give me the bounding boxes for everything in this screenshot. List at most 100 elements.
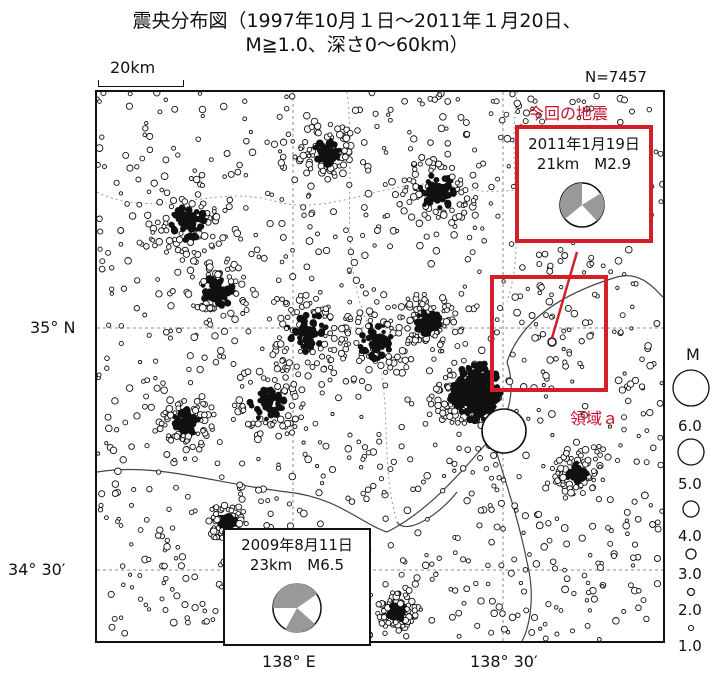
epicenter-dot — [431, 356, 437, 362]
epicenter-dot — [640, 597, 647, 604]
epicenter-dot — [268, 386, 274, 392]
epicenter-dot — [521, 588, 528, 595]
epicenter-dot — [657, 461, 663, 469]
epicenter-dot — [220, 327, 229, 336]
epicenter-dot — [425, 215, 432, 222]
leader-line — [550, 251, 579, 339]
epicenter-dot — [241, 274, 247, 280]
epicenter-dot — [207, 317, 212, 323]
epicenter-dot — [150, 237, 156, 243]
epicenter-dot — [622, 371, 627, 376]
epicenter-dot — [129, 585, 135, 590]
epicenter-dot — [255, 415, 261, 421]
epicenter-dot — [340, 161, 348, 169]
epicenter-dot — [395, 228, 400, 233]
epicenter-dot — [434, 317, 440, 323]
epicenter-dot — [477, 507, 485, 514]
epicenter-dot — [513, 308, 521, 317]
epicenter-dot — [238, 280, 246, 288]
epicenter-dot — [248, 250, 255, 258]
epicenter-dot — [631, 498, 638, 505]
epicenter-dot — [284, 314, 291, 321]
epicenter-dot — [437, 124, 446, 133]
epicenter-dot — [396, 600, 405, 608]
epicenter-dot — [335, 394, 342, 402]
epicenter-dot — [159, 187, 165, 193]
epicenter-dot — [488, 538, 495, 546]
event-count: N=7457 — [585, 68, 647, 86]
epicenter-dot — [371, 311, 378, 319]
epicenter-dot — [542, 372, 550, 380]
epicenter-dot — [297, 349, 303, 354]
epicenter-dot — [170, 225, 177, 232]
epicenter-dot — [513, 99, 521, 107]
epicenter-dot — [161, 223, 167, 229]
epicenter-dot — [458, 290, 465, 297]
epicenter-dot — [451, 407, 459, 415]
epicenter-dot — [97, 162, 101, 168]
epicenter-dot — [495, 176, 501, 182]
epicenter-dot — [317, 345, 324, 352]
epicenter-dot — [356, 357, 363, 365]
epicenter-dot — [209, 527, 218, 535]
epicenter-dot — [154, 219, 161, 226]
epicenter-dot — [322, 155, 330, 163]
epicenter-dot — [202, 608, 208, 614]
epicenter-dot — [426, 396, 433, 403]
epicenter-dot — [326, 313, 334, 320]
epicenter-dot — [547, 262, 554, 269]
epicenter-dot — [188, 176, 194, 181]
epicenter-dot — [429, 576, 435, 582]
epicenter-dot — [488, 629, 495, 636]
epicenter-dot — [458, 177, 464, 183]
epicenter-dot — [411, 607, 418, 614]
epicenter-dot — [358, 348, 365, 354]
epicenter-dot — [383, 150, 389, 155]
epicenter-dot — [374, 123, 380, 130]
epicenter-dot — [118, 241, 124, 247]
epicenter-dot — [511, 502, 519, 510]
epicenter-dot — [361, 251, 369, 259]
epicenter-dot — [225, 203, 233, 211]
epicenter-dot — [359, 414, 364, 419]
epicenter-dot — [618, 386, 627, 394]
epicenter-dot — [445, 384, 452, 391]
epicenter-dot — [323, 324, 329, 330]
epicenter-dot — [146, 146, 154, 154]
epicenter-dot — [395, 323, 403, 332]
epicenter-dot — [243, 205, 249, 211]
epicenter-dot — [416, 305, 422, 312]
epicenter-dot — [178, 553, 187, 561]
epicenter-dot — [364, 383, 372, 392]
epicenter-dot — [125, 102, 133, 110]
epicenter-dot — [382, 630, 388, 636]
epicenter-dot — [105, 424, 113, 433]
epicenter-dot — [365, 334, 373, 342]
epicenter-dot — [176, 327, 182, 334]
epicenter-dot — [169, 196, 178, 205]
epicenter-dot — [437, 92, 443, 98]
epicenter-dot — [461, 600, 467, 606]
epicenter-dot — [308, 123, 315, 131]
epicenter-dot — [236, 374, 244, 381]
epicenter-dot — [217, 353, 223, 359]
epicenter-dot — [126, 164, 134, 172]
epicenter-dot — [462, 202, 468, 208]
epicenter-dot — [317, 440, 323, 445]
epicenter-dot — [569, 98, 576, 106]
epicenter-dot — [425, 158, 433, 166]
epicenter-dot — [591, 477, 597, 483]
epicenter-dot — [537, 417, 544, 424]
epicenter-dot — [433, 176, 440, 183]
epicenter-dot — [586, 332, 594, 340]
epicenter-dot — [302, 301, 311, 309]
epicenter-dot — [418, 607, 423, 612]
epicenter-dot — [410, 486, 416, 493]
epicenter-dot — [409, 193, 418, 201]
epicenter-dot — [456, 431, 462, 437]
epicenter-dot — [581, 319, 590, 327]
epicenter-dot — [495, 213, 501, 219]
epicenter-dot — [185, 427, 191, 433]
epicenter-dot — [639, 356, 645, 362]
epicenter-dot — [147, 403, 155, 411]
